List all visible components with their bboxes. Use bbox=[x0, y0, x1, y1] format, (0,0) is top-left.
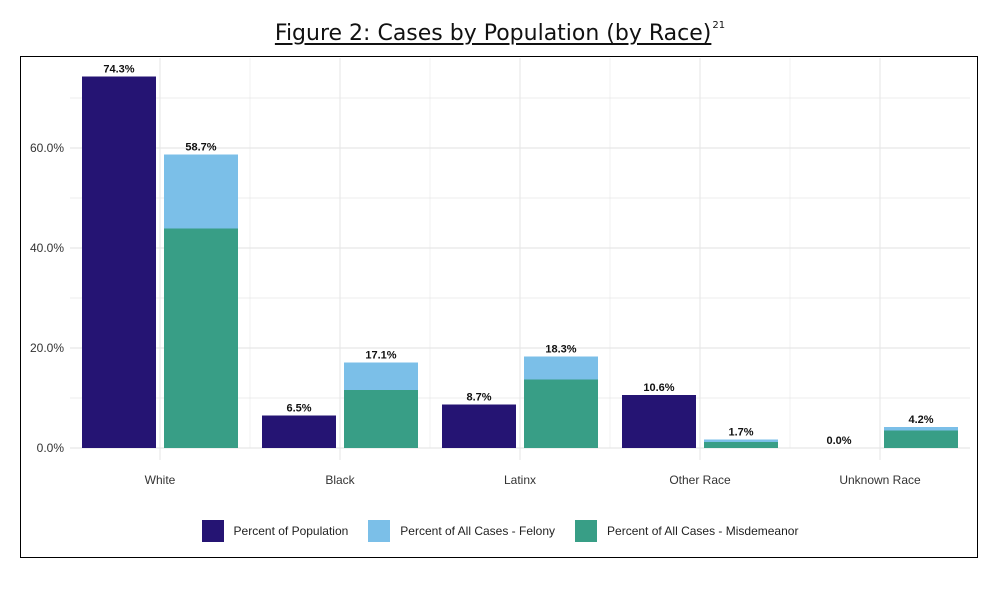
bar-misdemeanor bbox=[524, 379, 598, 448]
x-tick-label: Black bbox=[325, 473, 355, 487]
x-tick-label: Unknown Race bbox=[839, 473, 921, 487]
x-tick-label: Other Race bbox=[669, 473, 731, 487]
legend-item-felony: Percent of All Cases - Felony bbox=[368, 520, 555, 542]
data-label-cases-total: 58.7% bbox=[185, 142, 216, 154]
bar-population bbox=[442, 404, 516, 448]
data-label-cases-total: 17.1% bbox=[365, 350, 396, 362]
y-tick-label: 0.0% bbox=[37, 441, 65, 455]
bar-population bbox=[262, 415, 336, 448]
chart-frame bbox=[20, 56, 978, 558]
legend-label-felony: Percent of All Cases - Felony bbox=[400, 524, 556, 538]
y-tick-label: 60.0% bbox=[30, 141, 64, 155]
bar-misdemeanor bbox=[344, 390, 418, 448]
bar-felony bbox=[524, 356, 598, 380]
figure-title-text: Figure 2: Cases by Population (by Race) bbox=[274, 21, 712, 46]
bar-population bbox=[82, 76, 156, 448]
legend-swatch-population bbox=[201, 520, 224, 542]
legend-label-misdemeanor: Percent of All Cases - Misdemeanor bbox=[607, 524, 799, 538]
data-label-cases-total: 4.2% bbox=[908, 414, 933, 426]
bar-felony bbox=[704, 439, 778, 442]
data-label-population: 74.3% bbox=[103, 64, 134, 76]
x-tick-label: White bbox=[145, 473, 176, 487]
y-tick-label: 20.0% bbox=[30, 341, 64, 355]
legend-label-population: Percent of Population bbox=[233, 524, 349, 538]
legend-item-misdemeanor: Percent of All Cases - Misdemeanor bbox=[575, 520, 798, 542]
bar-felony bbox=[344, 362, 418, 390]
legend-swatch-misdemeanor bbox=[575, 520, 598, 542]
data-label-population: 10.6% bbox=[643, 382, 674, 394]
data-label-cases-total: 1.7% bbox=[728, 427, 753, 439]
legend-item-population: Percent of Population bbox=[201, 520, 349, 542]
bar-felony bbox=[164, 154, 238, 229]
bar-felony bbox=[884, 427, 958, 431]
bar-population bbox=[622, 395, 696, 448]
figure-title: Figure 2: Cases by Population (by Race)2… bbox=[0, 20, 1000, 46]
bar-misdemeanor bbox=[164, 228, 238, 448]
data-label-population: 8.7% bbox=[466, 392, 491, 404]
legend-swatch-felony bbox=[368, 520, 391, 542]
chart-legend: Percent of Population Percent of All Cas… bbox=[0, 520, 1000, 542]
data-label-population: 0.0% bbox=[826, 435, 851, 447]
bar-misdemeanor bbox=[884, 430, 958, 448]
figure-footnote: 21 bbox=[712, 20, 726, 31]
data-label-population: 6.5% bbox=[286, 403, 311, 415]
bar-misdemeanor bbox=[704, 442, 778, 448]
x-tick-label: Latinx bbox=[504, 473, 536, 487]
data-label-cases-total: 18.3% bbox=[545, 344, 576, 356]
y-tick-label: 40.0% bbox=[30, 241, 64, 255]
